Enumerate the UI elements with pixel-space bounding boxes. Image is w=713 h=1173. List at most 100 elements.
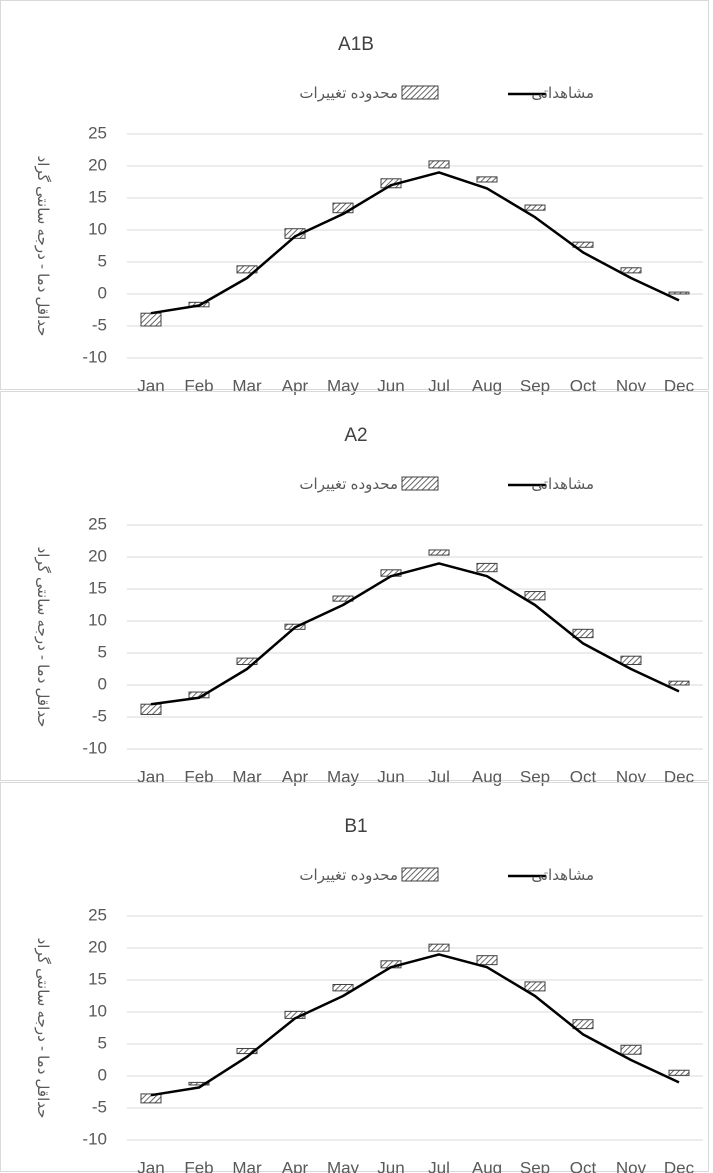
chart-title: A1B xyxy=(338,34,374,55)
x-tick-label: Aug xyxy=(472,1158,502,1173)
range-bar xyxy=(476,562,498,573)
panel-border xyxy=(0,782,709,1172)
x-tick-label: Aug xyxy=(472,767,502,786)
x-tick-label: Dec xyxy=(664,376,695,395)
x-tick-label: Nov xyxy=(616,767,647,786)
x-tick-label: Dec xyxy=(664,1158,695,1173)
x-tick-label: Jan xyxy=(137,376,164,395)
range-bar xyxy=(140,312,162,327)
panel-border xyxy=(0,0,709,390)
range-bar xyxy=(572,628,594,639)
x-tick-label: Mar xyxy=(232,376,262,395)
chart-title: A2 xyxy=(344,425,367,446)
range-bar xyxy=(668,1069,690,1076)
legend-swatch xyxy=(401,867,439,882)
x-tick-label: May xyxy=(327,1158,360,1173)
y-tick-label: 15 xyxy=(88,578,107,597)
range-bar xyxy=(572,1019,594,1030)
panel-border xyxy=(0,391,709,781)
range-bar xyxy=(140,703,162,715)
x-tick-label: Mar xyxy=(232,767,262,786)
range-bar xyxy=(620,267,642,274)
x-tick-label: Mar xyxy=(232,1158,262,1173)
y-tick-label: 25 xyxy=(88,514,107,533)
y-tick-label: -5 xyxy=(92,315,107,334)
observed-line xyxy=(150,171,680,315)
y-tick-label: 10 xyxy=(88,610,107,629)
x-tick-label: Oct xyxy=(570,767,597,786)
range-bar xyxy=(428,943,450,952)
x-tick-label: Jun xyxy=(377,376,404,395)
legend-label: محدوده تغییرات xyxy=(299,867,398,884)
y-tick-label: 25 xyxy=(88,905,107,924)
x-tick-label: Oct xyxy=(570,376,597,395)
x-tick-label: Nov xyxy=(616,376,647,395)
x-tick-label: Jul xyxy=(428,1158,450,1173)
x-tick-label: Apr xyxy=(282,767,309,786)
range-bar xyxy=(428,160,450,169)
y-tick-label: 0 xyxy=(98,674,107,693)
y-tick-label: 5 xyxy=(98,251,107,270)
y-tick-label: -10 xyxy=(82,347,107,366)
range-bar xyxy=(476,955,498,966)
y-tick-label: 20 xyxy=(88,155,107,174)
range-bar xyxy=(188,1081,210,1086)
range-bar xyxy=(668,291,690,295)
x-tick-label: May xyxy=(327,376,360,395)
x-tick-label: Oct xyxy=(570,1158,597,1173)
y-tick-label: 5 xyxy=(98,642,107,661)
chart-title: B1 xyxy=(344,816,367,837)
legend-label: مشاهداتی xyxy=(531,85,594,102)
x-tick-label: Jun xyxy=(377,1158,404,1173)
x-tick-label: Sep xyxy=(520,376,550,395)
chart-panel: A1B حداقل دما - درجه سانتی گراد -10 -5 0 5 10 1… xyxy=(0,0,709,395)
range-bar xyxy=(620,1044,642,1055)
chart-panel: B1 حداقل دما - درجه سانتی گراد -10 -5 0 5 10 15… xyxy=(0,782,709,1173)
y-tick-label: 15 xyxy=(88,969,107,988)
y-tick-label: 20 xyxy=(88,937,107,956)
observed-line xyxy=(150,953,680,1097)
y-tick-label: 15 xyxy=(88,187,107,206)
range-bar xyxy=(332,983,354,992)
range-bar xyxy=(476,176,498,183)
x-tick-label: Feb xyxy=(184,376,213,395)
y-tick-label: -5 xyxy=(92,1097,107,1116)
range-bar xyxy=(284,228,306,239)
x-tick-label: Jun xyxy=(377,767,404,786)
x-tick-label: Apr xyxy=(282,1158,309,1173)
y-tick-label: 0 xyxy=(98,1065,107,1084)
range-bar xyxy=(524,591,546,601)
x-tick-label: Apr xyxy=(282,376,309,395)
x-tick-label: Jan xyxy=(137,1158,164,1173)
x-tick-label: Feb xyxy=(184,1158,213,1173)
x-tick-label: Nov xyxy=(616,1158,647,1173)
chart-panel: A2 حداقل دما - درجه سانتی گراد -10 -5 0 5 10 15… xyxy=(0,391,709,786)
range-bar xyxy=(524,204,546,211)
y-axis-label: حداقل دما - درجه سانتی گراد xyxy=(34,547,52,728)
range-bar xyxy=(236,1047,258,1055)
range-bar xyxy=(524,981,546,992)
x-tick-label: Jan xyxy=(137,767,164,786)
y-tick-label: 20 xyxy=(88,546,107,565)
legend-label: مشاهداتی xyxy=(531,476,594,493)
observed-line xyxy=(150,562,680,706)
y-axis-label: حداقل دما - درجه سانتی گراد xyxy=(34,938,52,1119)
y-tick-label: 10 xyxy=(88,1001,107,1020)
x-tick-label: Aug xyxy=(472,376,502,395)
legend-label: محدوده تغییرات xyxy=(299,85,398,102)
x-tick-label: Jul xyxy=(428,767,450,786)
range-bar xyxy=(668,680,690,686)
y-tick-label: -5 xyxy=(92,706,107,725)
range-bar xyxy=(620,655,642,666)
legend-label: مشاهداتی xyxy=(531,867,594,884)
y-tick-label: 5 xyxy=(98,1033,107,1052)
y-tick-label: -10 xyxy=(82,1129,107,1148)
y-tick-label: 25 xyxy=(88,123,107,142)
x-tick-label: May xyxy=(327,767,360,786)
y-tick-label: 10 xyxy=(88,219,107,238)
y-tick-label: -10 xyxy=(82,738,107,757)
x-tick-label: Sep xyxy=(520,1158,550,1173)
y-axis-label: حداقل دما - درجه سانتی گراد xyxy=(34,156,52,337)
x-tick-label: Dec xyxy=(664,767,695,786)
